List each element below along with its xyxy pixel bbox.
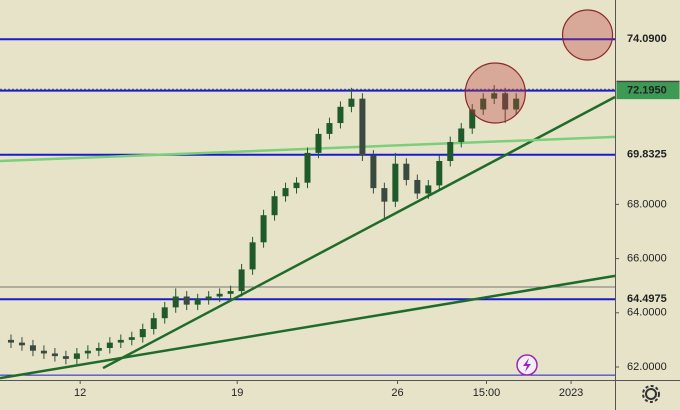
candle-body: [227, 291, 234, 294]
candle-body: [425, 185, 432, 194]
candle-body: [348, 98, 355, 107]
candle-body: [326, 123, 333, 134]
price-tag: [616, 30, 680, 48]
x-tick-label: 15:00: [473, 387, 501, 399]
candle-body: [216, 293, 223, 297]
lightning-icon[interactable]: [516, 354, 538, 376]
candle-body: [370, 155, 377, 189]
candle-body: [18, 342, 25, 346]
candle-body: [139, 329, 146, 338]
price-tag-label: 64.4975: [627, 293, 667, 305]
candle-body: [458, 128, 465, 143]
x-tick-label: 2023: [559, 387, 583, 399]
candle-body: [161, 307, 168, 319]
price-tag: [616, 146, 680, 164]
candle-body: [315, 133, 322, 153]
candle-body: [62, 356, 69, 359]
candle-body: [337, 106, 344, 124]
y-tick-label: 66.0000: [627, 252, 667, 264]
price-tag-label: 69.8325: [627, 149, 667, 161]
candle-body: [447, 142, 454, 161]
x-tick-label: 19: [231, 387, 243, 399]
candle-body: [260, 215, 267, 243]
candle-body: [29, 345, 36, 351]
candle-body: [304, 152, 311, 183]
trendline: [102, 95, 616, 370]
highlight-circle: [561, 9, 614, 61]
candle-body: [106, 342, 113, 349]
candle-body: [205, 296, 212, 300]
candle-body: [359, 98, 366, 156]
candle-body: [150, 318, 157, 330]
candle-body: [40, 350, 47, 354]
candle-body: [51, 353, 58, 357]
y-tick-label: 62.0000: [627, 361, 667, 373]
candle-body: [95, 348, 102, 351]
candle-body: [480, 98, 487, 110]
y-tick-label: 68.0000: [627, 198, 667, 210]
candle-body: [403, 163, 410, 180]
highlight-circle: [464, 62, 526, 124]
price-tag: [616, 290, 680, 308]
candle-body: [172, 296, 179, 308]
x-tick-label: 26: [391, 387, 403, 399]
price-tag: [616, 82, 680, 100]
candle-body: [502, 93, 509, 110]
candle-body: [436, 160, 443, 186]
candle-body: [491, 93, 498, 99]
candle-body: [392, 163, 399, 202]
candle-body: [381, 188, 388, 202]
candle-body: [117, 339, 124, 343]
price-tag-label: 74.0900: [627, 33, 667, 45]
candle-body: [469, 109, 476, 129]
candle-body: [128, 337, 135, 340]
y-tick-label: 64.0000: [627, 307, 667, 319]
candle-body: [84, 350, 91, 354]
candle-body: [183, 296, 190, 305]
candle-body: [414, 179, 421, 194]
candle-body: [293, 182, 300, 189]
candle-body: [194, 299, 201, 305]
candle-body: [282, 188, 289, 197]
candle-body: [238, 269, 245, 292]
candle-body: [7, 339, 14, 343]
candle-body: [271, 196, 278, 216]
candle-body: [513, 98, 520, 110]
price-tag-label: 72.1950: [627, 85, 667, 97]
x-tick-label: 12: [74, 387, 86, 399]
candle-body: [249, 242, 256, 270]
trendline: [0, 274, 616, 380]
settings-icon[interactable]: [642, 385, 660, 403]
candle-body: [73, 353, 80, 359]
